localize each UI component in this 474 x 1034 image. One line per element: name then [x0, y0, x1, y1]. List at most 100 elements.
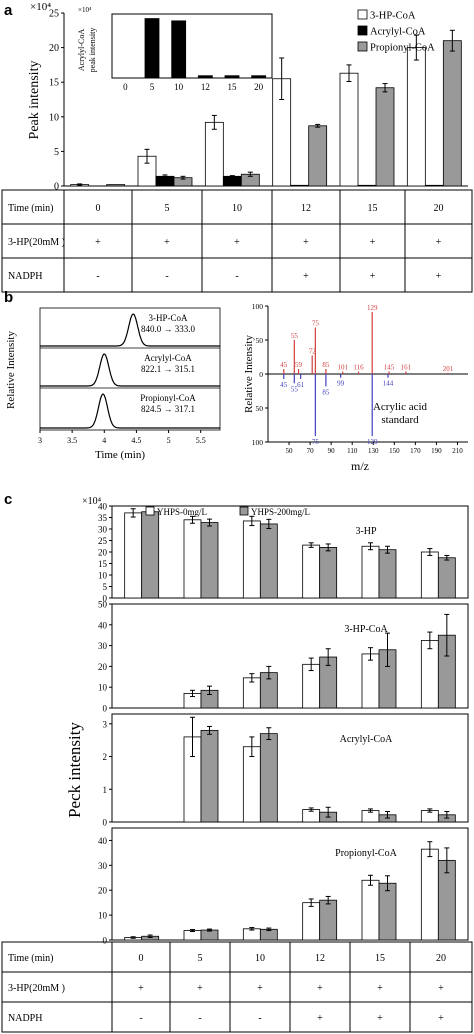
- bar: [259, 733, 278, 823]
- chrom-series-name: Acrylyl-CoA: [144, 353, 192, 363]
- spec-peak-label: 55: [291, 332, 299, 340]
- chrom-frame: [39, 307, 221, 431]
- table-cell: +: [197, 983, 203, 994]
- bar: [224, 75, 240, 79]
- bar: [378, 549, 397, 599]
- table-cell: +: [438, 1013, 444, 1024]
- table-row-label: Time (min): [8, 203, 53, 214]
- bar: [141, 511, 160, 599]
- chart-a-inset: 0 5 10 12 15 20 ×10⁴ Acrylyl-CoA peak intensity: [77, 6, 273, 92]
- bar: [378, 882, 397, 941]
- bar: [406, 47, 426, 187]
- table-cell: 10: [232, 203, 242, 214]
- x-tick-label: 190: [431, 447, 442, 455]
- y-tick-label: 30: [98, 525, 108, 535]
- spec-peak-label: 161: [401, 364, 412, 372]
- table-row-label: Time (min): [8, 953, 53, 964]
- spec-peak-label: 55: [291, 385, 299, 393]
- table-cell: -: [235, 271, 238, 282]
- legend-c: YHPS-0mg/L YHPS-200mg/L: [145, 506, 310, 517]
- table-cell: -: [139, 1013, 142, 1024]
- x-tick-label: 10: [174, 82, 184, 92]
- bar: [200, 522, 219, 599]
- spec-x-label: m/z: [351, 459, 369, 473]
- table-cell: +: [234, 237, 240, 248]
- bar: [302, 544, 321, 599]
- y-tick-label: 35: [98, 513, 108, 523]
- bar: [319, 547, 338, 599]
- subplot-title: Propionyl-CoA: [335, 848, 397, 859]
- x-tick-label: 20: [254, 82, 264, 92]
- table-cell: +: [303, 237, 309, 248]
- y-tick-label: 40: [98, 620, 108, 630]
- table-cell: -: [165, 271, 168, 282]
- table-cell: 15: [375, 953, 385, 964]
- y-tick-label: 20: [98, 548, 108, 558]
- table-cell: +: [257, 983, 263, 994]
- x-tick-label: 12: [201, 82, 210, 92]
- spec-peak-label: 75: [312, 320, 320, 328]
- table-cell: 12: [301, 203, 311, 214]
- inset-y-label: Acrylyl-CoA: [77, 29, 86, 71]
- chrom-series-name: 3-HP-CoA: [148, 313, 188, 323]
- legend-swatch: [239, 506, 249, 516]
- y-tick-label: 15: [98, 559, 108, 569]
- spec-peak-label: 45: [280, 381, 288, 389]
- table-cell: -: [258, 1013, 261, 1024]
- legend-label: YHPS-200mg/L: [251, 507, 310, 517]
- y-tick-label: 50: [256, 336, 264, 345]
- table-cell: 20: [436, 953, 446, 964]
- spec-peak-label: 85: [322, 361, 330, 369]
- chart-c-3hpcoa: 0 10 20 30 40 50 3-HP-CoA: [98, 600, 469, 714]
- table-row-label: NADPH: [8, 1013, 42, 1024]
- y-tick-label: 3: [103, 719, 108, 729]
- y-tick-label: 0: [103, 594, 108, 604]
- table-border: [1, 941, 473, 1033]
- bar: [424, 184, 444, 187]
- x-tick-label: 210: [452, 447, 463, 455]
- bar: [357, 184, 377, 187]
- y-tick-label: 25: [98, 536, 108, 546]
- bar: [124, 512, 143, 599]
- table-cell: +: [317, 983, 323, 994]
- table-row-label: 3-HP(20mM ): [8, 237, 65, 248]
- x-tick-label: 4: [102, 436, 106, 445]
- legend-label: Propionyl-CoA: [370, 43, 435, 54]
- table-cell: 15: [368, 203, 378, 214]
- bar: [420, 848, 439, 941]
- bar: [222, 175, 242, 187]
- table-cell: +: [317, 1013, 323, 1024]
- table-c: Time (min) 0 5 10 12 15 20 3-HP(20mM ) + + + + + + NAD…: [1, 941, 473, 1033]
- chrom-transition: 822.1 → 315.1: [141, 364, 195, 374]
- panel-label-b: b: [4, 289, 13, 306]
- legend-swatch: [357, 25, 368, 36]
- y-tick-label: 0: [54, 182, 59, 193]
- spec-y-label: Relative Intensity: [243, 335, 255, 413]
- spec-peak-label: 61: [297, 381, 305, 389]
- y-tick-label: 10: [98, 911, 108, 921]
- spec-peak-label: 59: [295, 361, 303, 369]
- y-tick-label: 2: [103, 752, 108, 762]
- a-multiplier: ×10⁴: [30, 1, 51, 13]
- bar: [251, 75, 267, 79]
- chart-c-propionyl: 0 10 20 30 40 Propionyl-CoA: [98, 827, 469, 946]
- plot-frame: [111, 13, 273, 79]
- x-tick-label: 70: [307, 447, 315, 455]
- x-tick-label: 110: [347, 447, 358, 455]
- y-tick-label: 20: [98, 662, 108, 672]
- table-cell: 5: [165, 203, 170, 214]
- chrom-peak: [40, 313, 220, 347]
- y-tick-label: 1: [103, 785, 108, 795]
- chrom-peak: [40, 393, 220, 429]
- y-tick-label: 40: [98, 836, 108, 846]
- chrom-transition: 840.0 → 333.0: [141, 324, 196, 334]
- legend-label: YHPS-0mg/L: [157, 507, 207, 517]
- x-tick-label: 5: [167, 436, 171, 445]
- y-tick-label: 5: [103, 582, 108, 592]
- table-row-label: 3-HP(20mM ): [8, 983, 65, 994]
- x-tick-label: 90: [328, 447, 336, 455]
- y-tick-label: 30: [98, 861, 108, 871]
